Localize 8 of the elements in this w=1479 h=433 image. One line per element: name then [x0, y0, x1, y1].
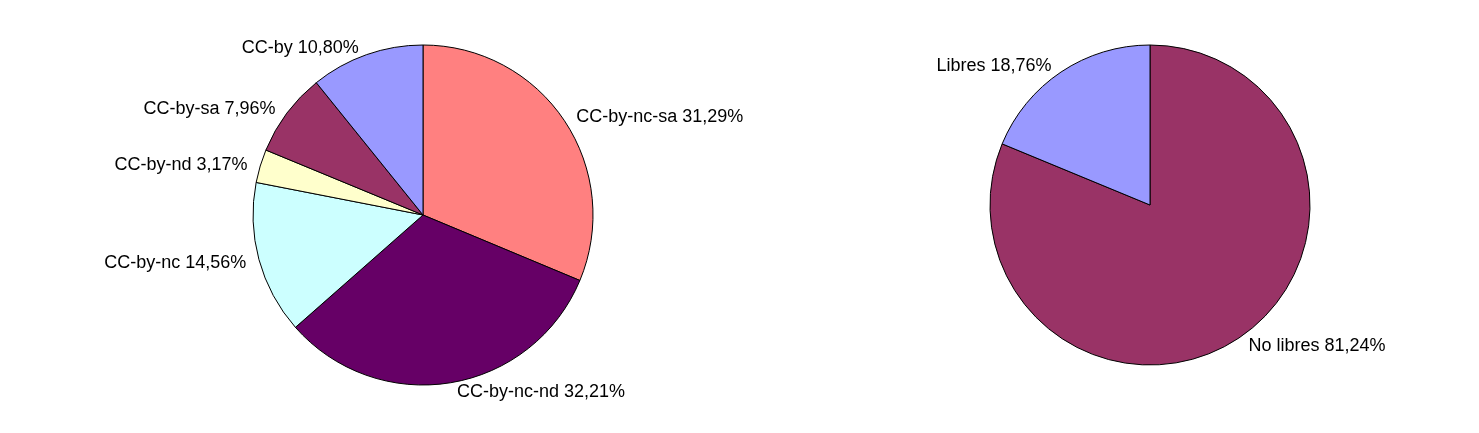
- slice-label: CC-by-nc-sa 31,29%: [576, 106, 744, 127]
- slice-label: CC-by 10,80%: [241, 37, 359, 58]
- slice-label: CC-by-nd 3,17%: [114, 153, 248, 174]
- slice-label: No libres 81,24%: [1248, 334, 1386, 355]
- slice-label: CC-by-nc 14,56%: [104, 251, 247, 272]
- slice-label: CC-by-sa 7,96%: [143, 98, 276, 119]
- slice-label: CC-by-nc-nd 32,21%: [456, 380, 626, 401]
- slice-label: Libres 18,76%: [936, 55, 1052, 76]
